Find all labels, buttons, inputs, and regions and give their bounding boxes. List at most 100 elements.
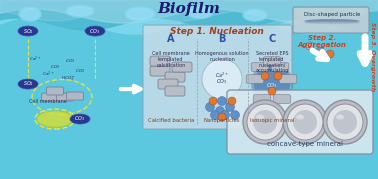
Circle shape [327,104,363,140]
Text: Nanoparticles: Nanoparticles [204,118,240,123]
Circle shape [316,47,324,55]
Ellipse shape [243,9,267,21]
Text: $Ca^{2+}$: $Ca^{2+}$ [29,54,41,64]
Text: $CO_3$: $CO_3$ [266,82,277,91]
Circle shape [217,96,226,106]
Ellipse shape [336,115,344,120]
Ellipse shape [297,7,323,20]
FancyBboxPatch shape [293,7,369,33]
FancyBboxPatch shape [251,63,269,71]
FancyBboxPatch shape [150,56,170,66]
Text: Secreted EPS
templated
nucleation/
accumulating: Secreted EPS templated nucleation/ accum… [255,51,289,73]
Ellipse shape [127,9,153,20]
FancyArrowPatch shape [121,86,141,92]
Ellipse shape [254,65,290,103]
Circle shape [209,97,217,105]
Ellipse shape [256,115,264,120]
Text: $CO_3$: $CO_3$ [217,78,228,86]
Text: B: B [218,34,226,44]
FancyBboxPatch shape [158,79,178,89]
Text: $CO_3$: $CO_3$ [50,63,60,71]
Ellipse shape [125,7,155,21]
Circle shape [283,100,327,144]
FancyBboxPatch shape [227,90,373,154]
Text: Homogenous solution
nucleation: Homogenous solution nucleation [195,51,249,62]
Text: $Ca^{2+}$: $Ca^{2+}$ [42,69,54,79]
Text: $Ca^{2+}$: $Ca^{2+}$ [215,70,229,80]
Text: Isotropic mineral: Isotropic mineral [250,118,294,123]
Text: Step 1. Nucleation: Step 1. Nucleation [170,26,264,36]
Ellipse shape [299,8,321,18]
Ellipse shape [66,5,94,17]
FancyBboxPatch shape [253,95,271,103]
Circle shape [243,100,287,144]
Text: Calcified bacteria: Calcified bacteria [148,118,194,123]
FancyBboxPatch shape [46,87,64,95]
Circle shape [226,103,234,112]
Circle shape [228,97,236,105]
Circle shape [218,113,226,121]
Text: $SO_4$: $SO_4$ [23,80,33,88]
Ellipse shape [21,9,39,20]
Ellipse shape [70,114,90,124]
Ellipse shape [305,21,359,24]
Text: $CO_3$: $CO_3$ [75,67,85,75]
Text: A: A [167,34,175,44]
Ellipse shape [305,22,359,24]
Circle shape [215,107,225,115]
FancyBboxPatch shape [67,92,84,100]
Circle shape [293,110,317,134]
FancyBboxPatch shape [263,57,281,65]
Circle shape [333,110,357,134]
Circle shape [247,104,283,140]
Text: concave-type mineral: concave-type mineral [267,141,343,147]
Circle shape [206,103,214,112]
Circle shape [323,100,367,144]
Circle shape [306,42,314,50]
FancyBboxPatch shape [172,62,192,72]
Text: Cell membrane: Cell membrane [29,98,67,103]
Circle shape [261,72,269,80]
FancyBboxPatch shape [42,93,59,101]
Circle shape [231,110,240,120]
Circle shape [202,59,242,99]
Text: Cell membrane
templated
calcification: Cell membrane templated calcification [152,51,190,68]
Circle shape [326,50,334,58]
FancyArrowPatch shape [360,37,370,64]
Text: Step 3. Overgrowth: Step 3. Overgrowth [370,22,375,92]
Circle shape [274,72,282,80]
Ellipse shape [245,11,265,20]
FancyBboxPatch shape [165,72,185,82]
Circle shape [211,110,220,120]
FancyBboxPatch shape [150,66,170,76]
FancyArrowPatch shape [312,50,327,59]
Text: $CO_3$: $CO_3$ [90,27,101,35]
Text: Biofilm: Biofilm [158,2,220,16]
Text: C: C [268,34,276,44]
Ellipse shape [18,26,38,36]
Ellipse shape [296,115,304,120]
Text: $SO_4$: $SO_4$ [23,27,33,35]
Ellipse shape [347,8,363,16]
Ellipse shape [189,7,211,17]
Text: $HCO_3^-$: $HCO_3^-$ [60,75,76,83]
Circle shape [268,87,276,95]
FancyBboxPatch shape [273,95,291,103]
FancyBboxPatch shape [271,63,289,71]
Circle shape [220,110,229,120]
FancyBboxPatch shape [143,25,292,129]
Ellipse shape [18,79,38,89]
FancyBboxPatch shape [165,86,185,96]
Ellipse shape [19,7,41,21]
FancyBboxPatch shape [246,75,264,83]
Ellipse shape [251,62,293,107]
Ellipse shape [37,111,73,127]
Ellipse shape [345,7,365,18]
Ellipse shape [68,7,92,16]
Circle shape [253,110,277,134]
Text: $CO_3$: $CO_3$ [74,115,85,124]
Text: Step 2.
Aggregation: Step 2. Aggregation [297,34,347,48]
Ellipse shape [187,6,213,19]
FancyBboxPatch shape [56,93,73,101]
FancyBboxPatch shape [279,75,297,83]
